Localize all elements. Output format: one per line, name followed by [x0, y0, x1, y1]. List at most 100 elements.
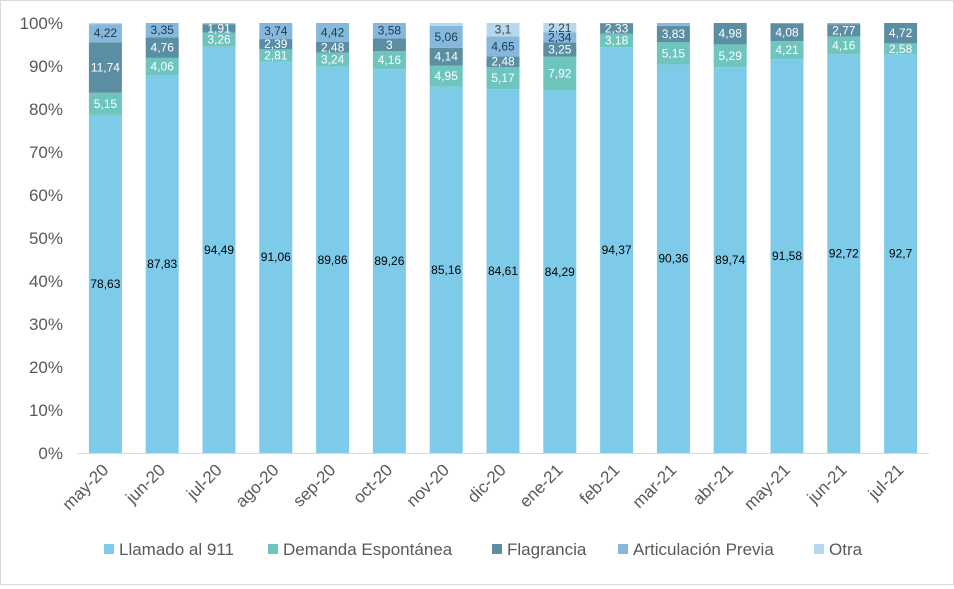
data-label: 5,15: [94, 97, 118, 111]
data-label: 94,49: [204, 243, 234, 257]
x-tick-label: abr-21: [689, 460, 737, 508]
data-label: 3,74: [264, 24, 288, 38]
bar-segment: [89, 23, 122, 24]
data-label: 91,58: [772, 249, 802, 263]
legend-swatch: [492, 544, 502, 554]
data-label: 1,91: [207, 22, 231, 36]
y-tick-label: 10%: [29, 401, 63, 420]
data-label: 3,25: [548, 43, 572, 57]
x-tick-label: jun-20: [121, 460, 169, 508]
x-tick-label: nov-20: [403, 460, 453, 510]
y-tick-label: 100%: [20, 14, 63, 33]
bars-area: [89, 23, 917, 453]
data-label: 2,48: [321, 40, 345, 54]
data-label: 4,72: [889, 26, 913, 40]
data-label: 5,06: [435, 30, 459, 44]
legend-label: Flagrancia: [507, 540, 587, 559]
data-label: 89,86: [318, 253, 348, 267]
data-label: 94,37: [602, 243, 632, 257]
x-tick-label: jul-21: [864, 460, 908, 504]
y-tick-label: 50%: [29, 229, 63, 248]
x-tick-label: ago-20: [232, 460, 283, 511]
x-tick-label: dic-20: [464, 460, 510, 506]
data-label: 4,21: [775, 43, 799, 57]
data-label: 2,58: [889, 42, 913, 56]
x-tick-label: may-20: [59, 460, 113, 514]
legend-item: Articulación Previa: [618, 540, 774, 559]
data-label: 3,83: [662, 27, 686, 41]
x-tick-label: sep-20: [289, 460, 339, 510]
bar-segment: [771, 23, 804, 24]
data-label: 4,65: [491, 39, 515, 53]
legend-label: Otra: [829, 540, 863, 559]
data-label: 3,1: [495, 23, 512, 37]
y-tick-label: 30%: [29, 315, 63, 334]
data-label: 3,58: [378, 24, 402, 38]
legend-label: Articulación Previa: [633, 540, 774, 559]
data-label: 84,29: [545, 265, 575, 279]
data-label: 2,48: [491, 55, 515, 69]
data-label: 4,98: [719, 27, 743, 41]
legend-swatch: [814, 544, 824, 554]
data-label: 3,24: [321, 53, 345, 67]
legend-item: Llamado al 911: [104, 540, 234, 559]
x-tick-label: jul-20: [182, 460, 226, 504]
y-tick-label: 90%: [29, 57, 63, 76]
data-label: 4,22: [94, 26, 118, 40]
legend-swatch: [618, 544, 628, 554]
legend-item: Otra: [814, 540, 863, 559]
legend-label: Demanda Espontánea: [283, 540, 453, 559]
data-label: 78,63: [90, 277, 120, 291]
x-tick-label: jun-21: [803, 460, 851, 508]
data-label: 85,16: [431, 263, 461, 277]
x-tick-label: ene-21: [516, 460, 567, 511]
data-label: 90,36: [658, 252, 688, 266]
y-tick-label: 20%: [29, 358, 63, 377]
data-label: 4,08: [775, 25, 799, 39]
data-label: 3: [386, 38, 393, 52]
data-label: 91,06: [261, 250, 291, 264]
legend-label: Llamado al 911: [119, 540, 234, 559]
bar-segment: [430, 23, 463, 26]
data-label: 4,16: [378, 53, 402, 67]
x-tick-label: may-21: [740, 460, 794, 514]
legend-swatch: [104, 544, 114, 554]
data-label: 2,33: [605, 22, 629, 36]
y-tick-label: 40%: [29, 272, 63, 291]
legend-swatch: [268, 544, 278, 554]
data-label: 4,16: [832, 38, 856, 52]
data-label: 4,14: [435, 50, 459, 64]
data-label: 92,7: [889, 247, 913, 261]
y-tick-label: 60%: [29, 186, 63, 205]
y-tick-label: 70%: [29, 143, 63, 162]
data-label: 11,74: [91, 61, 120, 75]
data-label: 84,61: [488, 264, 518, 278]
data-label: 5,15: [662, 46, 686, 60]
data-label: 87,83: [147, 257, 177, 271]
data-label: 2,21: [548, 21, 572, 35]
legend: Llamado al 911 Demanda Espontánea Flagranc…: [104, 540, 863, 559]
data-label: 5,29: [719, 49, 743, 63]
data-label: 4,06: [151, 60, 175, 74]
data-label: 2,77: [832, 23, 856, 37]
data-label: 92,72: [829, 247, 859, 261]
y-tick-label: 0%: [38, 444, 63, 463]
data-label: 7,92: [548, 67, 572, 81]
data-label: 4,42: [321, 26, 345, 40]
data-label: 4,76: [151, 41, 175, 55]
legend-item: Demanda Espontánea: [268, 540, 453, 559]
x-tick-label: feb-21: [576, 460, 624, 508]
bar-segment: [657, 23, 690, 26]
data-label: 3,35: [151, 23, 175, 37]
x-tick-label: mar-21: [629, 460, 681, 512]
data-label: 2,39: [264, 37, 288, 51]
data-label: 5,17: [491, 71, 515, 85]
x-tick-label: oct-20: [349, 460, 396, 507]
legend-item: Flagrancia: [492, 540, 587, 559]
data-label: 4,95: [435, 69, 459, 83]
y-tick-label: 80%: [29, 100, 63, 119]
data-label: 89,74: [715, 253, 745, 267]
